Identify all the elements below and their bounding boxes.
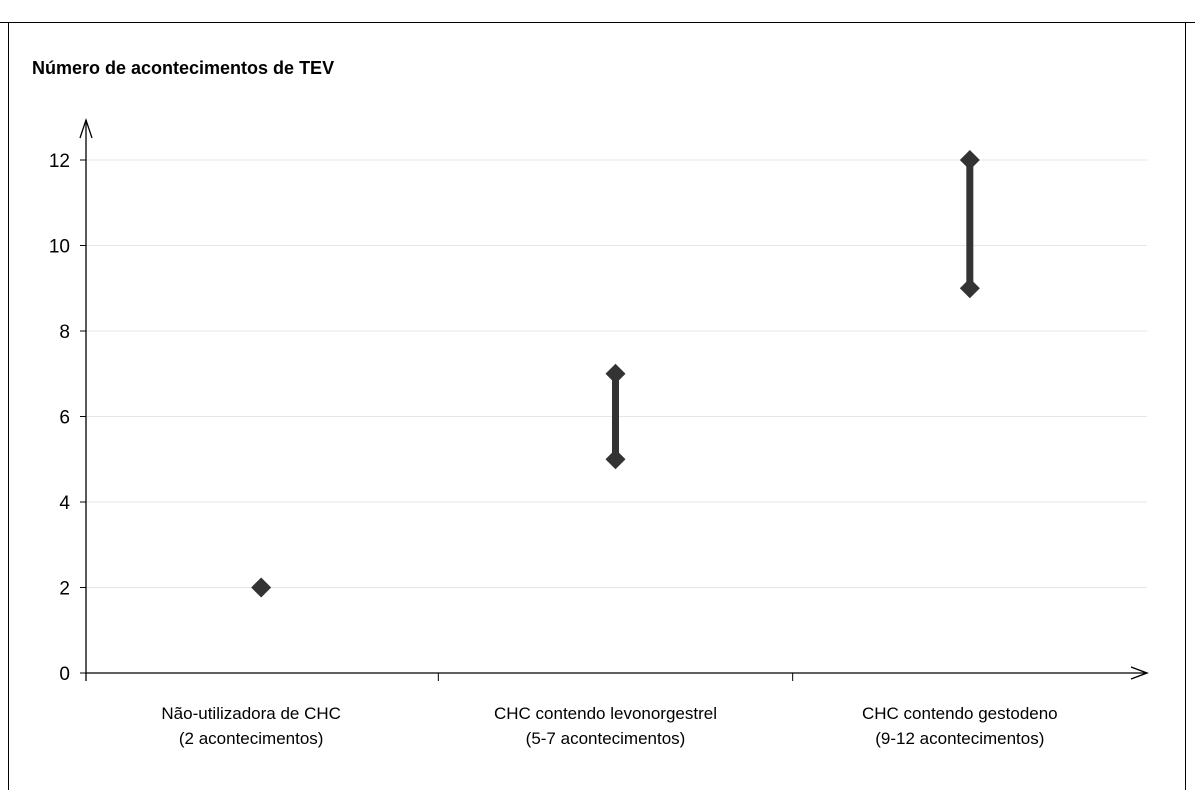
marker-low-2 <box>605 449 626 470</box>
frame-top <box>0 22 1195 23</box>
frame-right <box>1185 22 1186 790</box>
mark-layer <box>251 150 980 598</box>
marker-1 <box>251 577 272 598</box>
label-layer: Não-utilizadora de CHC (2 acontecimentos)… <box>161 704 1057 748</box>
marker-low-3 <box>959 278 980 299</box>
y-tick-label-4: 4 <box>59 493 70 514</box>
y-tick-label-10: 10 <box>49 237 70 258</box>
marker-high-3 <box>959 150 980 170</box>
category-sublabel-1: (2 acontecimentos) <box>179 729 324 748</box>
category-label-2: CHC contendo levonorgestrel <box>494 704 717 723</box>
frame-left <box>8 22 9 790</box>
category-label-1: Não-utilizadora de CHC <box>161 704 341 723</box>
y-tick-label-12: 12 <box>49 151 70 172</box>
y-tick-label-6: 6 <box>59 408 70 429</box>
y-axis-label: Número de acontecimentos de TEV <box>32 58 335 78</box>
y-tick-label-8: 8 <box>59 322 70 343</box>
marker-high-2 <box>605 363 626 384</box>
y-axis-arrow <box>79 117 93 139</box>
y-tick-label-2: 2 <box>59 579 70 600</box>
y-tick-label-0: 0 <box>59 664 70 685</box>
category-sublabel-2: (5-7 acontecimentos) <box>526 729 686 748</box>
tick-layer: 0 2 4 6 8 10 12 <box>49 151 86 685</box>
category-sublabel-3: (9-12 acontecimentos) <box>875 729 1044 748</box>
x-axis-arrow <box>1130 666 1149 680</box>
category-label-3: CHC contendo gestodeno <box>862 704 1058 723</box>
